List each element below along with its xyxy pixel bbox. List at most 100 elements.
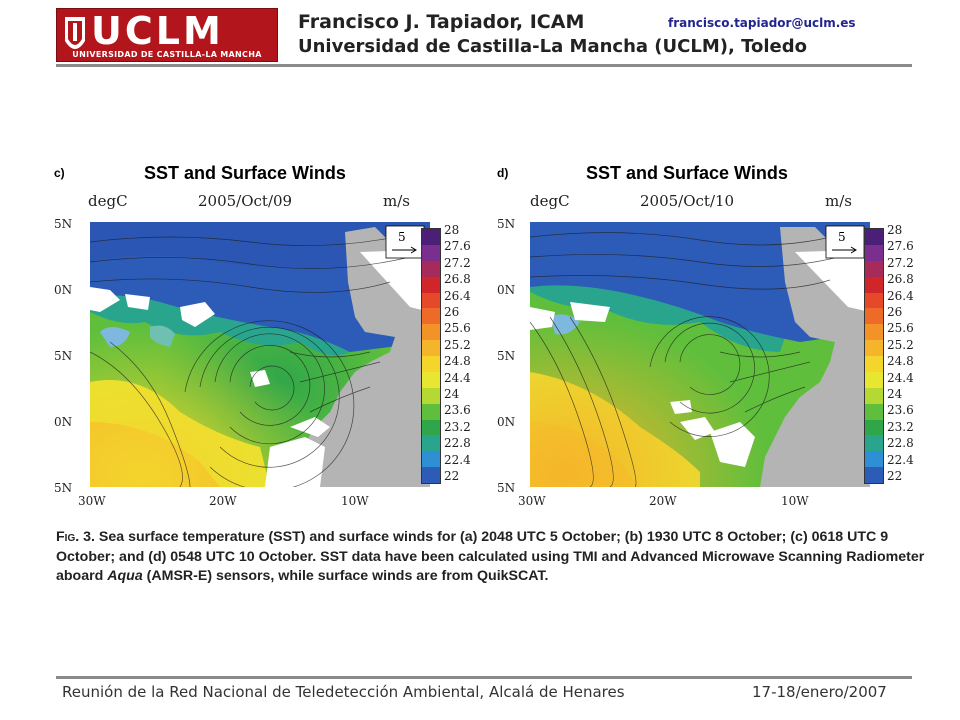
colorbar-segment xyxy=(865,340,883,356)
author-name: Francisco J. Tapiador, ICAM xyxy=(298,11,585,33)
colorbar-label: 26 xyxy=(887,305,903,319)
caption-fig-label: Fig. 3. xyxy=(56,529,95,545)
uclm-logo: UCLM UNIVERSIDAD DE CASTILLA-LA MANCHA xyxy=(56,8,278,62)
colorbar-label: 23.6 xyxy=(444,403,471,418)
colorbar-label: 24.4 xyxy=(444,370,471,385)
colorbar-segment xyxy=(422,324,440,341)
lon-label-d-3: 10W xyxy=(781,494,809,508)
panel-c-title: SST and Surface Winds xyxy=(144,163,346,183)
sst-wind-figure: c) SST and Surface Winds degC 2005/Oct/0… xyxy=(48,150,928,600)
colorbar-label: 27.6 xyxy=(444,239,471,254)
colorbar-label: 22 xyxy=(444,469,460,483)
lat-label-d-5: 5N xyxy=(497,481,516,495)
sst-map-d: 5 xyxy=(530,222,870,487)
colorbar-segment xyxy=(865,308,883,325)
lat-label-d-4: 0N xyxy=(497,415,516,429)
lat-label-c-1: 5N xyxy=(54,217,73,231)
author-email[interactable]: francisco.tapiador@uclm.es xyxy=(668,16,856,30)
colorbar-segment xyxy=(865,292,883,309)
colorbar-segment xyxy=(865,435,883,452)
colorbar-label: 28 xyxy=(444,223,460,237)
colorbar-segment xyxy=(422,260,440,277)
colorbar-segment xyxy=(422,451,440,468)
colorbar-label: 23.2 xyxy=(444,419,471,434)
colorbar-label: 26.4 xyxy=(887,288,914,303)
colorbar-segment xyxy=(865,260,883,277)
colorbar-segment xyxy=(422,371,440,388)
colorbar-label: 24 xyxy=(444,387,460,401)
crest-icon xyxy=(65,17,85,49)
colorbar-label: 22 xyxy=(887,469,903,483)
panel-c-vector-ref: 5 xyxy=(398,230,406,244)
colorbar-segment xyxy=(865,244,883,261)
colorbar-segment xyxy=(422,356,440,372)
lon-label-d-2: 20W xyxy=(649,494,677,508)
panel-d-date: 2005/Oct/10 xyxy=(640,192,735,210)
colorbar-label: 27.6 xyxy=(887,239,914,254)
colorbar-segment xyxy=(865,324,883,341)
university-name: Universidad de Castilla-La Mancha (UCLM)… xyxy=(298,36,807,57)
colorbar-segment xyxy=(422,244,440,261)
colorbar-label: 22.4 xyxy=(887,452,914,467)
colorbar-d xyxy=(864,228,884,484)
colorbar-label: 22.8 xyxy=(444,436,471,451)
colorbar-segment xyxy=(865,419,883,436)
colorbar-segment xyxy=(422,403,440,420)
colorbar-segment xyxy=(422,292,440,309)
sst-map-c: 5 xyxy=(90,222,430,487)
lon-label-c-3: 10W xyxy=(341,494,369,508)
colorbar-label: 23.2 xyxy=(887,419,914,434)
colorbar-segment xyxy=(865,276,883,293)
colorbar-label: 26.8 xyxy=(887,272,914,287)
lat-label-c-3: 5N xyxy=(54,349,73,363)
colorbar-label: 22.4 xyxy=(444,452,471,467)
colorbar-segment xyxy=(422,467,440,483)
colorbar-label: 25.6 xyxy=(887,321,914,336)
lon-label-d-1: 30W xyxy=(518,494,546,508)
panel-d-title: SST and Surface Winds xyxy=(586,163,788,183)
colorbar-label: 23.6 xyxy=(887,403,914,418)
lat-label-c-5: 5N xyxy=(54,481,73,495)
colorbar-label: 27.2 xyxy=(887,255,914,270)
lon-label-c-2: 20W xyxy=(209,494,237,508)
colorbar-label: 24.8 xyxy=(887,354,914,369)
logo-wordmark: UCLM xyxy=(91,9,224,53)
colorbar-segment xyxy=(865,387,883,404)
lon-label-c-1: 30W xyxy=(78,494,106,508)
colorbar-segment xyxy=(865,229,883,245)
logo-subtitle: UNIVERSIDAD DE CASTILLA-LA MANCHA xyxy=(72,50,262,59)
colorbar-segment xyxy=(422,229,440,245)
panel-c-unit-left: degC xyxy=(88,192,128,210)
colorbar-label: 24 xyxy=(887,387,903,401)
colorbar-label: 25.6 xyxy=(444,321,471,336)
caption-italic: Aqua xyxy=(107,568,143,584)
colorbar-label: 25.2 xyxy=(444,337,471,352)
lat-label-d-3: 5N xyxy=(497,349,516,363)
colorbar-label: 24.8 xyxy=(444,354,471,369)
colorbar-segment xyxy=(422,308,440,325)
colorbar-label: 22.8 xyxy=(887,436,914,451)
colorbar-segment xyxy=(422,340,440,356)
colorbar-c xyxy=(421,228,441,484)
panel-d-unit-right: m/s xyxy=(825,192,852,210)
footer-rule xyxy=(56,676,912,679)
panel-c-date: 2005/Oct/09 xyxy=(198,192,293,210)
colorbar-segment xyxy=(422,387,440,404)
footer-date: 17-18/enero/2007 xyxy=(752,683,887,701)
panel-c-letter: c) xyxy=(54,166,65,180)
colorbar-label: 26 xyxy=(444,305,460,319)
colorbar-label: 28 xyxy=(887,223,903,237)
colorbar-segment xyxy=(865,403,883,420)
colorbar-segment xyxy=(422,419,440,436)
colorbar-label: 24.4 xyxy=(887,370,914,385)
colorbar-segment xyxy=(422,435,440,452)
lat-label-d-1: 5N xyxy=(497,217,516,231)
lat-label-c-4: 0N xyxy=(54,415,73,429)
colorbar-label: 25.2 xyxy=(887,337,914,352)
caption-text-1: Sea surface temperature (SST) and surfac… xyxy=(56,529,925,584)
colorbar-label: 26.4 xyxy=(444,288,471,303)
colorbar-label: 26.8 xyxy=(444,272,471,287)
panel-c-unit-right: m/s xyxy=(383,192,410,210)
figure-caption: Fig. 3. Sea surface temperature (SST) an… xyxy=(56,528,926,587)
panel-d-unit-left: degC xyxy=(530,192,570,210)
